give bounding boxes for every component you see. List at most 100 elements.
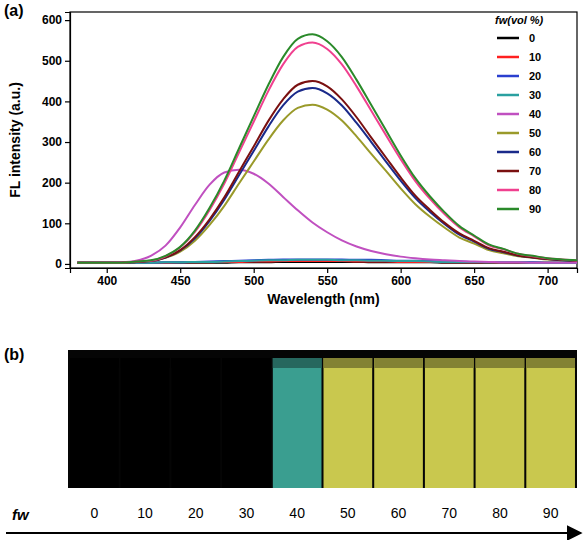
spectrum-line xyxy=(77,81,577,263)
legend-label: 80 xyxy=(529,184,541,196)
x-axis-title: Wavelength (nm) xyxy=(267,291,379,307)
legend-label: 20 xyxy=(529,70,541,82)
tick-mark xyxy=(65,101,70,102)
tick-mark xyxy=(65,61,70,62)
vial xyxy=(324,358,373,488)
tick: 400 xyxy=(42,95,70,109)
figure: 4004505005506006507000100200300400500600… xyxy=(0,0,587,540)
tick: 450 xyxy=(171,268,191,288)
legend-label: 40 xyxy=(529,108,541,120)
vial xyxy=(374,358,423,488)
plot-lines xyxy=(77,34,577,262)
tick: 0 xyxy=(55,257,70,271)
vial xyxy=(476,358,525,488)
tick-mark xyxy=(107,268,108,273)
legend-label: 30 xyxy=(529,89,541,101)
vial-top xyxy=(374,358,423,368)
legend-swatch xyxy=(497,94,519,97)
legend-label: 0 xyxy=(529,32,535,44)
vial xyxy=(171,358,220,488)
y-axis: 0 100 200 300 400 500 600 xyxy=(42,13,71,272)
tick-label: 500 xyxy=(244,274,264,288)
axis-line xyxy=(71,269,578,274)
fw-label: 30 xyxy=(239,505,255,521)
tick-label: 600 xyxy=(42,13,62,27)
vial-top xyxy=(425,358,474,368)
panel-label: (b) xyxy=(4,346,24,363)
tick-label: 700 xyxy=(538,274,558,288)
tick-label: 500 xyxy=(42,54,62,68)
legend-label: 60 xyxy=(529,146,541,158)
legend-swatch xyxy=(497,37,519,40)
tick: 600 xyxy=(391,268,411,288)
vials xyxy=(70,358,575,488)
legend-title: fw(vol %) xyxy=(495,14,544,26)
legend-swatch xyxy=(497,113,519,116)
tick-mark xyxy=(65,20,70,21)
tick-mark xyxy=(65,142,70,143)
vial xyxy=(425,358,474,488)
plot-frame xyxy=(70,12,577,268)
vial xyxy=(222,358,271,488)
tick-mark xyxy=(65,264,70,265)
vial-top xyxy=(476,358,525,368)
tick-label: 550 xyxy=(318,274,338,288)
tick-mark xyxy=(180,268,181,273)
spectrum-line xyxy=(77,88,577,263)
tick-mark xyxy=(254,268,255,273)
fw-label: 20 xyxy=(188,505,204,521)
legend-swatch xyxy=(497,170,519,173)
legend-swatch xyxy=(497,75,519,78)
tick-label: 300 xyxy=(42,135,62,149)
legend: fw(vol %)0102030405060708090 xyxy=(495,14,544,215)
tick: 600 xyxy=(42,13,70,27)
tick-label: 600 xyxy=(391,274,411,288)
spectrum-line xyxy=(77,34,577,262)
vial xyxy=(273,358,322,488)
fw-label: 50 xyxy=(340,505,356,521)
fw-axis-title: fw xyxy=(12,506,30,523)
vial-top xyxy=(171,358,220,368)
tick-label: 200 xyxy=(42,176,62,190)
tick: 650 xyxy=(465,268,485,288)
vial xyxy=(121,358,170,488)
tick-mark xyxy=(474,268,475,273)
vial-top xyxy=(273,358,322,368)
y-axis-title: FL intensity (a.u.) xyxy=(7,82,23,198)
legend-label: 10 xyxy=(529,51,541,63)
tick: 100 xyxy=(42,217,70,231)
panel-label: (a) xyxy=(4,2,24,19)
fw-label: 90 xyxy=(543,505,559,521)
legend-swatch xyxy=(497,208,519,211)
fw-label: 60 xyxy=(391,505,407,521)
tick-label: 400 xyxy=(97,274,117,288)
vial xyxy=(526,358,575,488)
legend-swatch xyxy=(497,189,519,192)
vial-top xyxy=(526,358,575,368)
x-axis: 400 450 500 550 600 650 700 xyxy=(71,268,578,288)
tick-mark xyxy=(65,183,70,184)
tick-mark xyxy=(327,268,328,273)
vial-top xyxy=(324,358,373,368)
tick-label: 400 xyxy=(42,95,62,109)
tick: 500 xyxy=(244,268,264,288)
vial xyxy=(70,358,119,488)
tick-label: 100 xyxy=(42,217,62,231)
legend-swatch xyxy=(497,151,519,154)
vial-top xyxy=(222,358,271,368)
fw-label: 10 xyxy=(137,505,153,521)
fw-label: 80 xyxy=(492,505,508,521)
spectrum-line xyxy=(77,42,577,262)
tick: 400 xyxy=(97,268,117,288)
tick: 300 xyxy=(42,135,70,149)
legend-swatch xyxy=(497,56,519,59)
fw-label: 0 xyxy=(90,505,98,521)
tick: 700 xyxy=(538,268,558,288)
fw-arrow xyxy=(6,532,581,534)
tick: 200 xyxy=(42,176,70,190)
tick-label: 650 xyxy=(465,274,485,288)
spectrum-line xyxy=(77,105,577,263)
photo-background xyxy=(68,350,577,488)
fw-label: 40 xyxy=(289,505,305,521)
legend-swatch xyxy=(497,132,519,135)
